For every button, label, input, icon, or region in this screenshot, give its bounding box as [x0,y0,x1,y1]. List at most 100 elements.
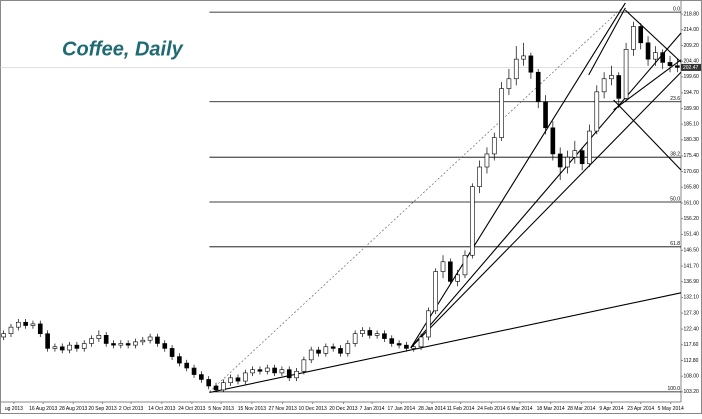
candle-body [286,369,292,379]
candle-body [360,330,365,334]
candle-body [133,341,138,346]
candle-body [330,346,336,349]
trendline [410,2,626,349]
candle-body [462,254,468,276]
candle-body [638,26,644,44]
candle-body [352,333,358,344]
y-tick-label: 127.30 [684,310,700,316]
y-tick-label: 194.70 [684,90,700,96]
candle-body [572,150,578,158]
x-tick-label: 20 Sep 2013 [88,406,117,412]
candle-body [250,369,255,374]
last-price-box [681,63,701,71]
candle-body [411,346,417,349]
candle-body [491,137,497,155]
candle-body [199,374,204,380]
fib-label: 0.0 [673,6,680,12]
candle-body [206,379,212,387]
candle-body [96,335,102,339]
candle-body [535,71,541,102]
candle-body [579,150,585,165]
candle-body [59,346,65,351]
x-tick-label: 23 Apr 2014 [627,406,654,412]
candle-body [242,372,248,382]
y-tick-label: 156.20 [684,216,700,222]
candle-body [653,52,658,60]
x-tick-label: 7 Jan 2014 [360,406,385,412]
candle-body [484,153,490,168]
x-tick-label: ug 2013 [5,406,23,412]
candle-body [521,55,526,60]
candle-body [45,333,50,349]
y-tick-label: 122.40 [684,326,700,332]
trendline [410,32,682,349]
candle-body [30,323,36,326]
candle-body [499,88,504,138]
candle-body [426,310,431,338]
x-tick-label: 9 Apr 2014 [599,406,623,412]
candle-body [623,49,629,99]
candle-body [587,130,592,165]
y-tick-label: 165.80 [684,185,700,191]
candle-body [257,369,263,372]
y-tick-label: 189.90 [684,106,700,112]
candle-body [477,166,482,187]
candle-body [15,321,21,328]
candle-body [8,326,14,334]
candle-body [323,346,329,354]
candle-body [396,343,402,346]
candle-body [616,75,622,99]
y-tick-label: 214.00 [684,27,700,33]
trendline [410,71,682,349]
candle-body [162,343,168,349]
candle-body [565,156,570,168]
x-tick-label: 11 Feb 2014 [447,406,475,412]
candle-body [316,349,321,354]
candle-body [147,336,153,341]
x-tick-label: 6 Mar 2014 [507,406,533,412]
x-tick-label: 16 Aug 2013 [29,406,57,412]
candle-body [1,333,6,338]
candle-body [81,343,87,349]
candle-body [367,330,373,336]
candle-body [389,338,395,344]
candle-body [660,52,666,63]
candle-body [601,78,607,93]
candle-body [667,62,673,66]
x-tick-label: 5 May 2014 [658,406,684,412]
x-tick-label: 27 Nov 2013 [268,406,297,412]
y-tick-label: 175.40 [684,153,700,159]
y-tick-label: 136.90 [684,279,700,285]
candle-body [235,377,241,382]
y-tick-label: 112.80 [684,358,699,364]
x-tick-label: 28 Jan 2014 [418,406,446,412]
chart-title: Coffee, Daily [62,38,184,60]
candle-body [37,323,43,334]
y-tick-label: 180.30 [684,137,700,143]
candle-body [308,349,314,361]
candle-body [272,367,277,374]
dotted-trendline [209,4,626,393]
y-tick-label: 117.60 [684,342,699,348]
trendline [613,99,682,171]
candle-body [221,382,226,391]
x-tick-label: 5 Nov 2013 [208,406,234,412]
candle-body [455,274,460,282]
candle-body [506,78,512,89]
candle-body [345,343,351,354]
candle-body [609,75,614,80]
x-tick-label: 24 Feb 2014 [477,406,505,412]
candle-body [118,343,124,346]
candle-body [294,370,299,379]
candle-body [631,26,636,50]
candle-body [213,385,219,391]
last-price-label: 202.47 [683,65,699,71]
y-tick-label: 151.40 [684,232,700,238]
x-tick-label: 15 Nov 2013 [238,406,267,412]
candle-body [513,58,519,80]
x-tick-label: 28 Mar 2014 [567,406,595,412]
candle-body [140,339,146,343]
candle-body [382,333,387,339]
candle-body [550,127,556,155]
